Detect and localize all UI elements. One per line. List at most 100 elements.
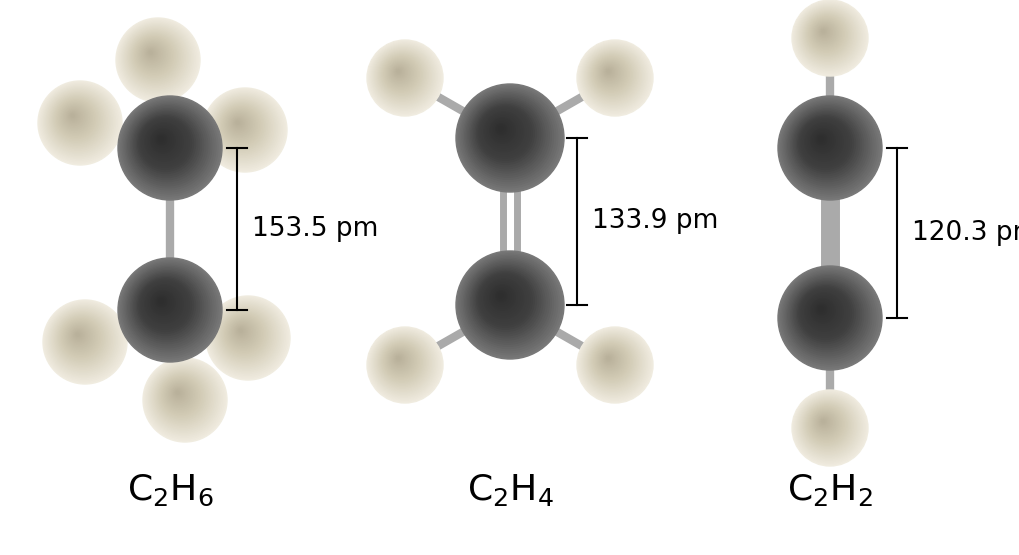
Circle shape bbox=[798, 6, 858, 67]
Circle shape bbox=[122, 263, 216, 356]
Circle shape bbox=[217, 307, 273, 364]
Circle shape bbox=[207, 297, 288, 379]
Circle shape bbox=[578, 41, 651, 114]
Circle shape bbox=[385, 59, 416, 89]
Circle shape bbox=[471, 266, 542, 338]
Circle shape bbox=[468, 96, 546, 175]
Circle shape bbox=[817, 136, 824, 143]
Circle shape bbox=[133, 112, 200, 178]
Circle shape bbox=[48, 92, 107, 150]
Circle shape bbox=[218, 309, 271, 362]
Circle shape bbox=[455, 84, 564, 192]
Circle shape bbox=[168, 384, 191, 406]
Circle shape bbox=[792, 110, 861, 180]
Circle shape bbox=[803, 291, 845, 333]
Circle shape bbox=[791, 0, 867, 76]
Circle shape bbox=[459, 87, 559, 188]
Circle shape bbox=[582, 332, 645, 396]
Circle shape bbox=[174, 389, 182, 397]
Circle shape bbox=[801, 120, 847, 165]
Circle shape bbox=[368, 41, 441, 114]
Circle shape bbox=[145, 47, 159, 60]
Circle shape bbox=[143, 358, 227, 442]
Circle shape bbox=[53, 310, 112, 369]
Circle shape bbox=[803, 12, 851, 59]
Circle shape bbox=[233, 324, 250, 340]
Circle shape bbox=[62, 320, 99, 356]
Circle shape bbox=[154, 132, 171, 149]
Circle shape bbox=[813, 301, 830, 319]
Circle shape bbox=[54, 311, 110, 367]
Circle shape bbox=[148, 50, 154, 56]
Circle shape bbox=[230, 115, 248, 132]
Circle shape bbox=[796, 394, 861, 460]
Circle shape bbox=[126, 266, 210, 350]
Circle shape bbox=[806, 14, 846, 55]
Circle shape bbox=[205, 90, 283, 169]
Circle shape bbox=[47, 304, 122, 379]
Circle shape bbox=[807, 406, 845, 443]
Circle shape bbox=[237, 328, 244, 334]
Circle shape bbox=[460, 88, 557, 185]
Circle shape bbox=[236, 327, 246, 335]
Circle shape bbox=[147, 361, 222, 437]
Circle shape bbox=[484, 112, 523, 152]
Circle shape bbox=[782, 100, 875, 194]
Circle shape bbox=[52, 95, 102, 145]
Circle shape bbox=[475, 270, 536, 331]
Circle shape bbox=[797, 395, 860, 458]
Circle shape bbox=[598, 349, 621, 372]
Circle shape bbox=[482, 278, 525, 321]
Circle shape bbox=[127, 268, 208, 347]
Circle shape bbox=[123, 102, 214, 192]
Circle shape bbox=[127, 106, 208, 186]
Circle shape bbox=[141, 43, 163, 65]
Circle shape bbox=[469, 97, 544, 173]
Circle shape bbox=[472, 100, 540, 169]
Circle shape bbox=[777, 96, 881, 200]
Circle shape bbox=[790, 279, 863, 351]
Circle shape bbox=[171, 387, 185, 401]
Circle shape bbox=[779, 268, 879, 368]
Circle shape bbox=[468, 263, 546, 342]
Circle shape bbox=[592, 56, 630, 94]
Circle shape bbox=[475, 103, 536, 164]
Circle shape bbox=[156, 371, 209, 424]
Circle shape bbox=[45, 302, 123, 381]
Circle shape bbox=[62, 105, 88, 130]
Circle shape bbox=[818, 27, 828, 37]
Circle shape bbox=[131, 34, 176, 79]
Circle shape bbox=[811, 130, 833, 151]
Circle shape bbox=[396, 357, 399, 360]
Circle shape bbox=[482, 110, 525, 154]
Circle shape bbox=[144, 284, 185, 325]
Circle shape bbox=[605, 356, 610, 361]
Circle shape bbox=[817, 416, 829, 428]
Circle shape bbox=[149, 127, 177, 155]
Circle shape bbox=[779, 98, 879, 198]
Circle shape bbox=[60, 317, 102, 359]
Circle shape bbox=[792, 280, 861, 350]
Circle shape bbox=[604, 355, 612, 362]
Circle shape bbox=[158, 373, 205, 421]
Circle shape bbox=[69, 112, 77, 120]
Circle shape bbox=[51, 94, 104, 147]
Circle shape bbox=[140, 42, 165, 67]
Circle shape bbox=[592, 342, 630, 381]
Circle shape bbox=[387, 61, 413, 86]
Circle shape bbox=[74, 331, 83, 340]
Circle shape bbox=[603, 67, 613, 77]
Circle shape bbox=[481, 276, 528, 323]
Circle shape bbox=[59, 102, 92, 135]
Circle shape bbox=[799, 7, 857, 65]
Circle shape bbox=[388, 349, 412, 372]
Circle shape bbox=[797, 116, 853, 171]
Circle shape bbox=[817, 306, 824, 312]
Circle shape bbox=[57, 100, 94, 137]
Circle shape bbox=[45, 88, 112, 155]
Circle shape bbox=[203, 88, 286, 172]
Circle shape bbox=[224, 314, 263, 354]
Circle shape bbox=[175, 390, 180, 396]
Circle shape bbox=[375, 48, 431, 104]
Circle shape bbox=[137, 39, 170, 72]
